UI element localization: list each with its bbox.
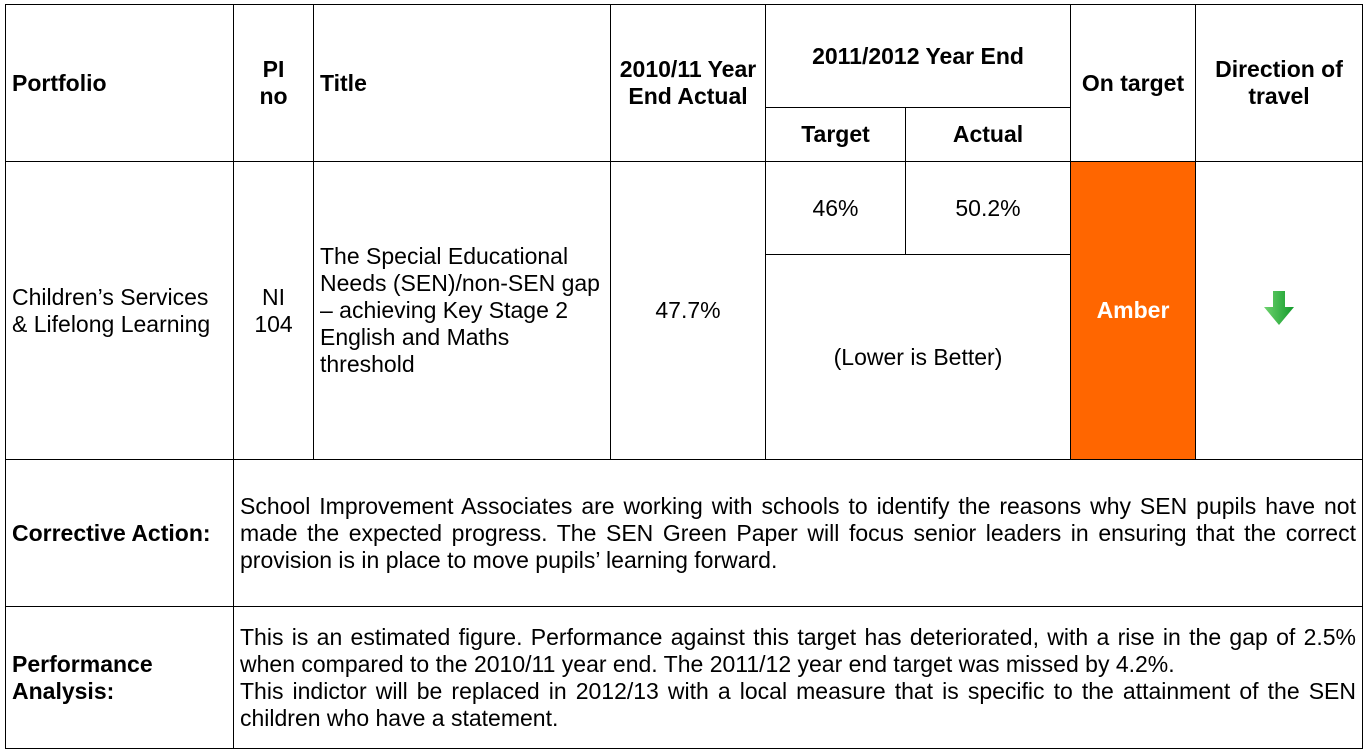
header-cell: Direction of travel <box>1195 4 1363 162</box>
label-cell: Corrective Action: <box>5 459 234 607</box>
cell: Children’s Services & Lifelong Learning <box>5 161 234 460</box>
analysis-row: Performance Analysis: This is an estimat… <box>5 606 1363 749</box>
header-cell: Portfolio <box>5 4 234 162</box>
cell: (Lower is Better) <box>765 254 1071 460</box>
cell: 47.7% <box>610 161 766 460</box>
corrective-row: Corrective Action: School Improvement As… <box>5 459 1363 607</box>
cell: 46% <box>765 161 906 255</box>
header-cell: 2010/11 Year End Actual <box>610 4 766 162</box>
cell: The Special Educational Needs (SEN)/non-… <box>313 161 611 460</box>
cell-text: NI 104 <box>254 283 293 337</box>
direction-cell <box>1195 161 1363 460</box>
text-cell: School Improvement Associates are workin… <box>233 459 1363 607</box>
header-cell: Target <box>765 107 906 162</box>
data-row: (Lower is Better) <box>6 254 1363 460</box>
header-cell: Title <box>313 4 611 162</box>
header-row: Target Actual <box>6 107 1363 162</box>
data-row: Children’s Services & Lifelong Learning … <box>5 161 1363 460</box>
header-text: PI no <box>259 56 288 109</box>
cell: 50.2% <box>905 161 1071 255</box>
kpi-table: Portfolio PI no Title 2010/11 Year End A… <box>5 4 1363 749</box>
header-row: Portfolio PI no Title 2010/11 Year End A… <box>5 4 1363 162</box>
status-cell: Amber <box>1070 161 1196 460</box>
text-cell: This is an estimated figure. Performance… <box>233 606 1363 749</box>
header-cell: On target <box>1070 4 1196 162</box>
paragraph: This indictor will be replaced in 2012/1… <box>240 677 1356 731</box>
header-cell: PI no <box>233 4 314 162</box>
label-cell: Performance Analysis: <box>5 606 234 749</box>
paragraph: This is an estimated figure. Performance… <box>240 623 1356 677</box>
header-cell: Actual <box>905 107 1071 162</box>
down-arrow-icon <box>1264 290 1294 325</box>
cell: NI 104 <box>233 161 314 460</box>
header-cell: 2011/2012 Year End <box>765 4 1071 108</box>
